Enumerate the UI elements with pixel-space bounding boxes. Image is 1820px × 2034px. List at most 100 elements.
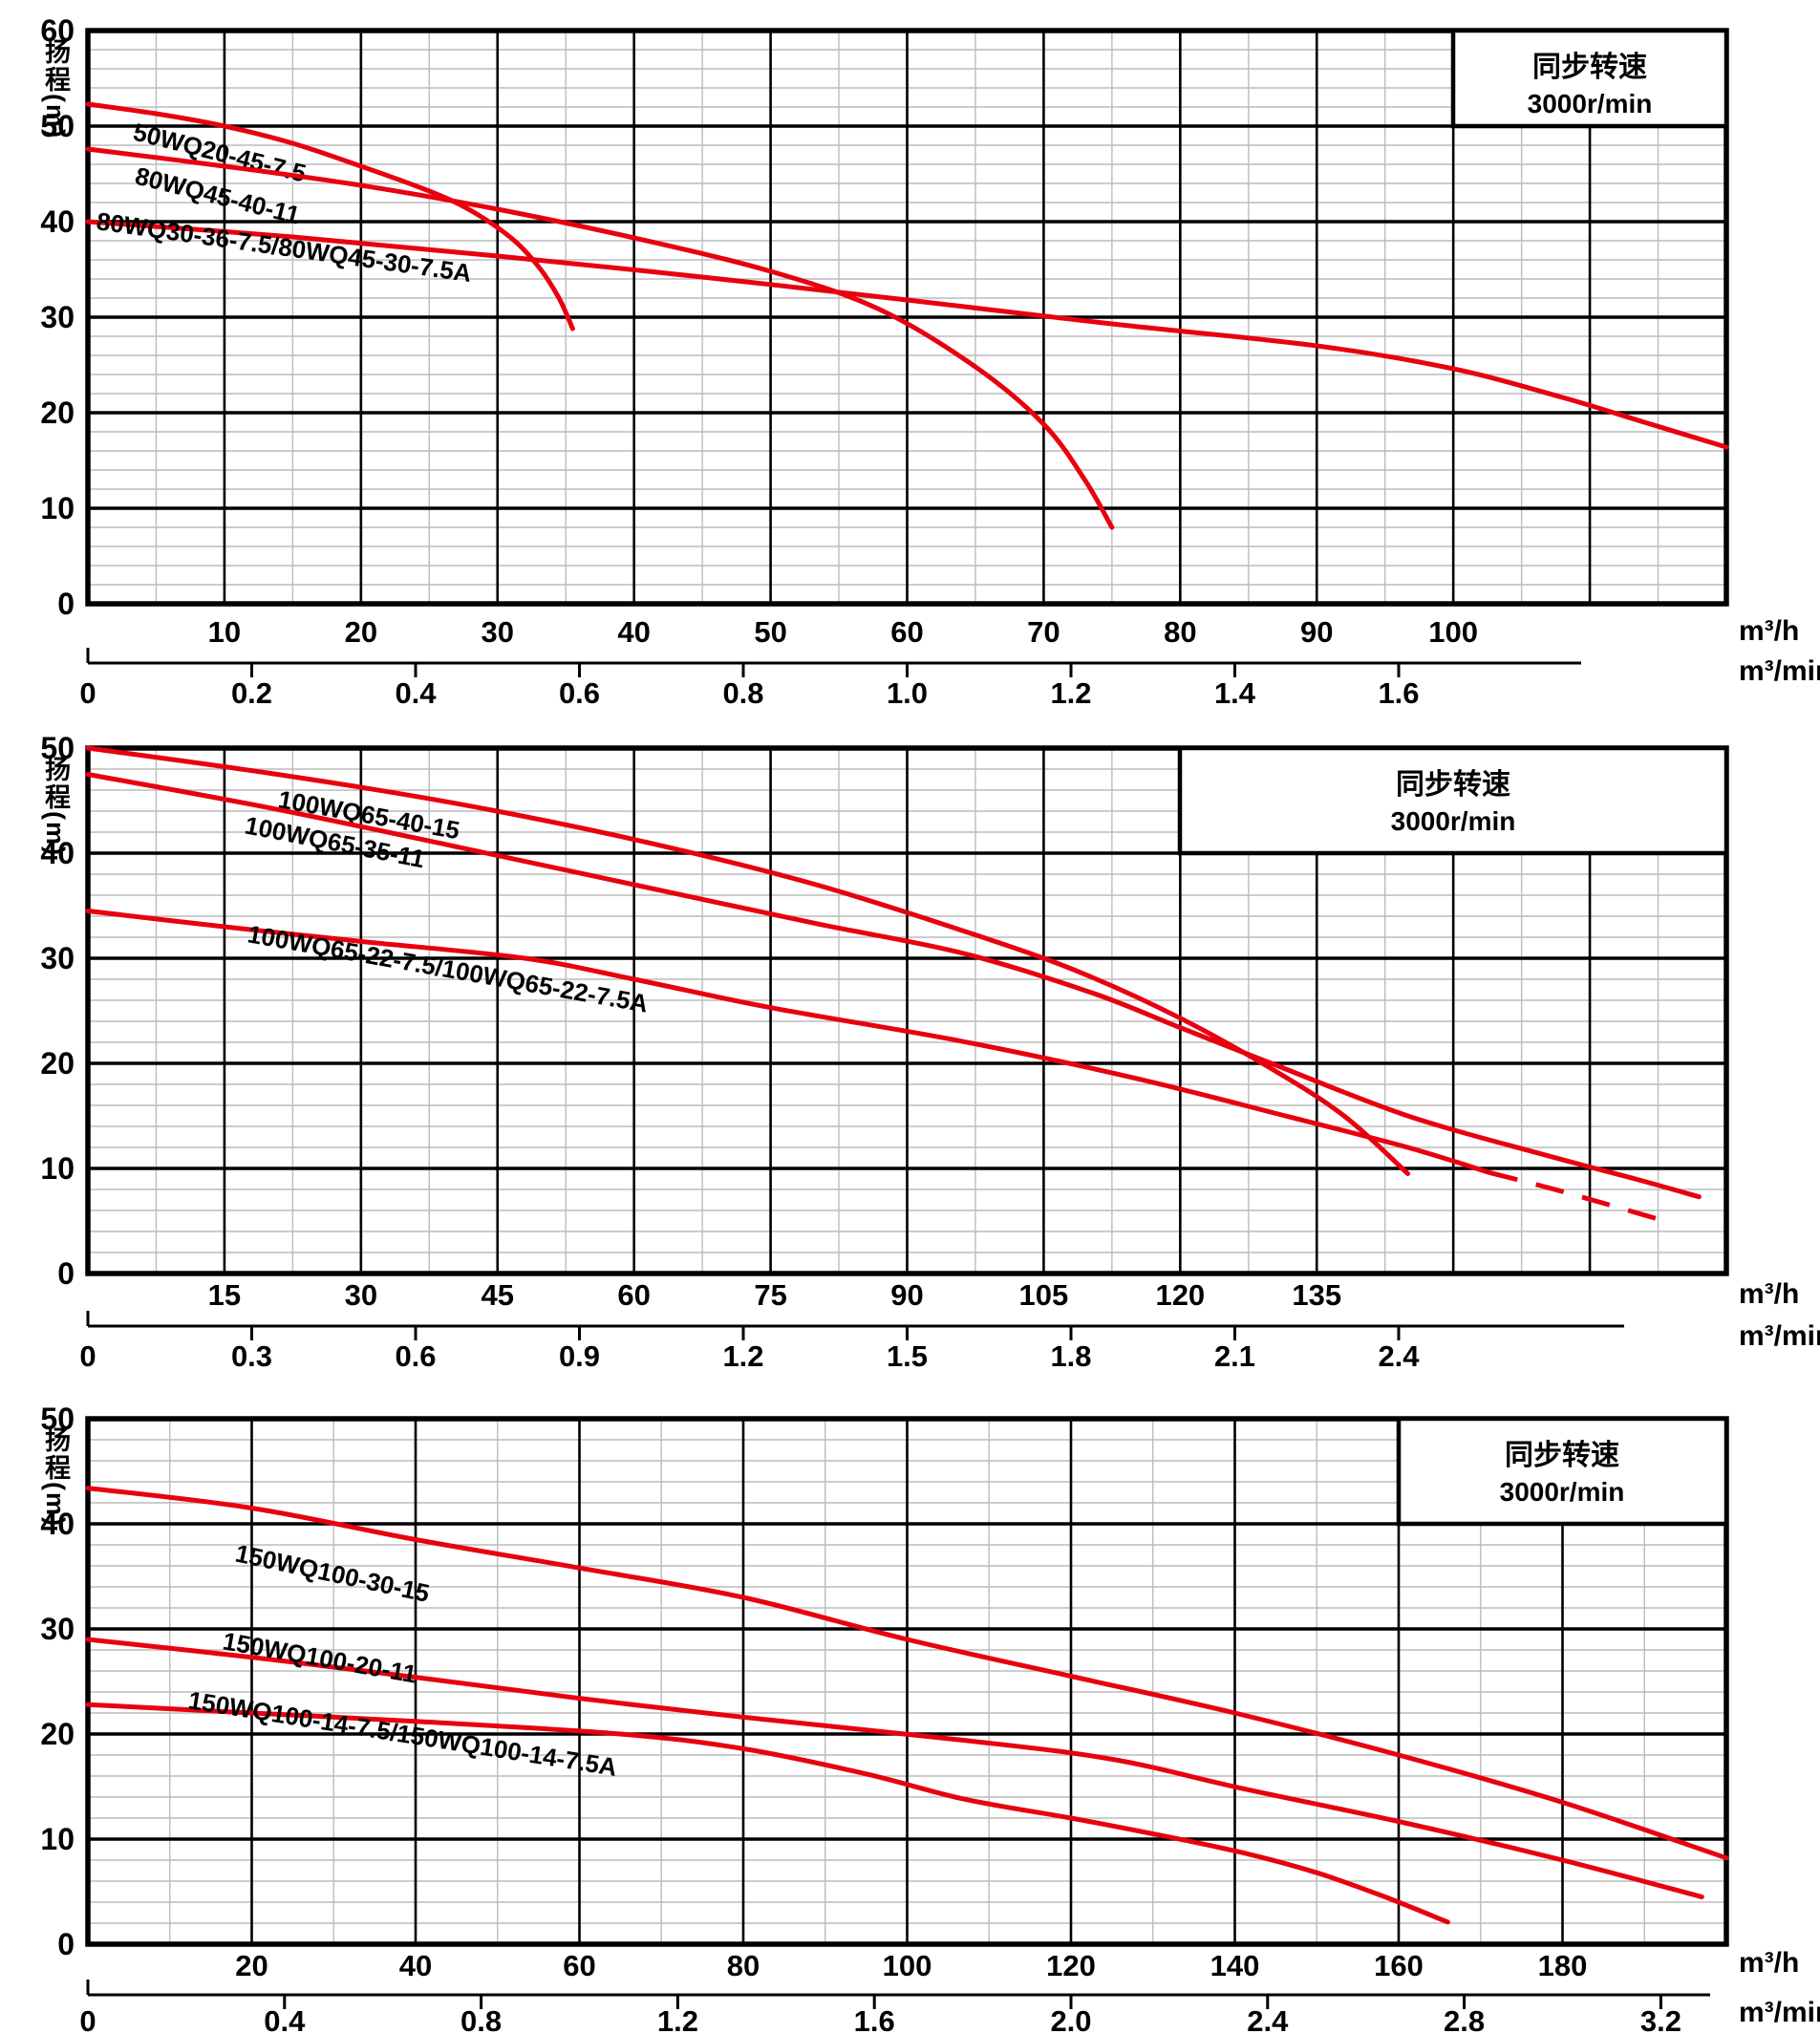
y-tick-label: 30 xyxy=(40,1612,75,1646)
sync-speed-label: 同步转速 xyxy=(1532,52,1647,83)
x-tick-label-m3min: 0.9 xyxy=(559,1339,600,1373)
plot-frame xyxy=(85,745,1729,1276)
x-tick-label-m3min: 0.8 xyxy=(722,676,763,710)
pump-curve-100WQ65-40-15 xyxy=(85,745,1410,1176)
x-tick-label-m3min: 0.6 xyxy=(559,676,600,710)
pump-curve-50WQ20-45-7.5 xyxy=(85,101,575,332)
x-tick-label-m3h: 15 xyxy=(208,1278,241,1312)
x-tick-label-m3min: 1.8 xyxy=(1050,1339,1091,1373)
sync-speed-value: 3000r/min xyxy=(1391,806,1516,836)
chart-middle-100wq65-series: 同步转速3000r/min100WQ65-40-15100WQ65-35-111… xyxy=(40,731,1820,1373)
y-tick-label: 50 xyxy=(40,109,75,143)
chart-bottom-150wq100-series: 同步转速 3000r/min 150WQ100-30-15 150WQ100-20-1… xyxy=(40,1402,1820,2034)
pump-curve-80WQ30-36-7.5/80WQ45-30-7.5A xyxy=(85,219,1729,450)
x-tick-label-m3min: 0.3 xyxy=(231,1339,272,1373)
x-tick-label-m3min: 1.4 xyxy=(1214,676,1256,710)
x-tick-label-m3min: 0.8 xyxy=(460,2004,502,2034)
y-tick-label: 50 xyxy=(40,731,75,765)
x-tick-label-m3h: 80 xyxy=(1164,615,1196,649)
y-tick-label: 30 xyxy=(40,941,75,975)
x-unit-m3min: m³/min xyxy=(1739,1997,1820,2028)
chart-top-50wq-80wq-series: 同步转速3000r/min50WQ20-45-7.580WQ45-40-1180… xyxy=(40,13,1820,710)
x-tick-label-m3min: 0.4 xyxy=(264,2004,306,2034)
x-tick-label-m3h: 135 xyxy=(1292,1278,1341,1312)
x-tick-label-m3min: 0.6 xyxy=(395,1339,436,1373)
y-tick-label: 40 xyxy=(40,836,75,870)
sync-speed-label: 同步转速 xyxy=(1505,1440,1619,1471)
pump-curve-100WQ65-22-7.5/100WQ65-22-7.5A xyxy=(85,909,1492,1175)
sync-speed-box xyxy=(1450,28,1729,129)
x-tick-label-m3min: 2.1 xyxy=(1214,1339,1255,1373)
x-tick-label-m3h: 30 xyxy=(345,1278,377,1312)
pump-curve-150WQ100-30-15 xyxy=(85,1486,1729,1861)
x-unit-m3h: m³/h xyxy=(1739,615,1799,647)
x-unit-m3h: m³/h xyxy=(1739,1278,1799,1310)
x-tick-label-m3h: 90 xyxy=(890,1278,923,1312)
x-tick-label-m3h: 80 xyxy=(727,1949,760,1982)
x-tick-label-m3min: 0 xyxy=(79,2004,96,2034)
x-unit-m3h: m³/h xyxy=(1739,1947,1799,1979)
x-tick-label-m3h: 100 xyxy=(883,1949,932,1982)
x-tick-label-m3min: 1.2 xyxy=(1050,676,1091,710)
y-tick-label: 20 xyxy=(40,1717,75,1751)
m3min-ruler xyxy=(86,648,1581,677)
pump-curve-100WQ65-35-11 xyxy=(85,772,1702,1200)
curve-label: 150WQ100-20-11 xyxy=(221,1626,418,1688)
x-tick-label-m3min: 0 xyxy=(79,676,96,710)
y-tick-label: 0 xyxy=(57,1927,75,1961)
x-tick-label-m3h: 100 xyxy=(1428,615,1478,649)
x-tick-label-m3h: 50 xyxy=(754,615,786,649)
x-tick-label-m3min: 2.0 xyxy=(1050,2004,1091,2034)
y-axis-title: 扬程(m) xyxy=(41,38,71,139)
x-tick-label-m3min: 2.4 xyxy=(1247,2004,1289,2034)
sync-speed-box xyxy=(1396,1416,1729,1527)
y-tick-label: 30 xyxy=(40,300,75,334)
y-tick-label: 40 xyxy=(40,204,75,239)
x-tick-label-m3h: 75 xyxy=(754,1278,786,1312)
x-tick-label-m3h: 40 xyxy=(399,1949,432,1982)
x-tick-label-m3min: 1.2 xyxy=(722,1339,763,1373)
x-tick-label-m3h: 160 xyxy=(1374,1949,1424,1982)
y-tick-label: 20 xyxy=(40,1046,75,1081)
sync-speed-value: 3000r/min xyxy=(1500,1477,1625,1507)
x-tick-label-m3min: 0.2 xyxy=(231,676,272,710)
major-gridlines xyxy=(88,31,1726,604)
x-tick-label-m3min: 1.0 xyxy=(887,676,928,710)
y-tick-label: 40 xyxy=(40,1507,75,1541)
x-tick-label-m3h: 120 xyxy=(1046,1949,1096,1982)
x-tick-label-m3h: 20 xyxy=(345,615,377,649)
y-tick-label: 60 xyxy=(40,13,75,48)
x-unit-m3min: m³/min xyxy=(1739,1320,1820,1352)
x-tick-label-m3h: 60 xyxy=(617,1278,650,1312)
x-tick-label-m3h: 60 xyxy=(563,1949,595,1982)
y-tick-label: 0 xyxy=(57,587,75,621)
y-tick-label: 20 xyxy=(40,396,75,430)
x-tick-label-m3min: 1.2 xyxy=(657,2004,698,2034)
x-tick-label-m3h: 10 xyxy=(208,615,241,649)
x-tick-label-m3min: 2.8 xyxy=(1444,2004,1485,2034)
m3min-ruler xyxy=(86,1980,1710,2009)
sync-speed-box xyxy=(1177,745,1729,856)
x-tick-label-m3min: 1.5 xyxy=(887,1339,928,1373)
plot-frame xyxy=(85,1416,1729,1947)
x-tick-label-m3min: 2.4 xyxy=(1378,1339,1420,1373)
y-tick-label: 10 xyxy=(40,1822,75,1856)
pump-curve-dashed-100WQ65-22-7.5/100WQ65-22-7.5A xyxy=(1488,1169,1673,1226)
x-tick-label-m3h: 70 xyxy=(1027,615,1060,649)
x-unit-m3min: m³/min xyxy=(1739,655,1820,687)
y-tick-label: 50 xyxy=(40,1402,75,1436)
x-tick-label-m3h: 180 xyxy=(1538,1949,1588,1982)
x-tick-label-m3min: 0.4 xyxy=(395,676,437,710)
pump-curve-150WQ100-20-11 xyxy=(85,1637,1704,1899)
sync-speed-value: 3000r/min xyxy=(1528,89,1653,118)
x-tick-label-m3h: 40 xyxy=(617,615,650,649)
x-tick-label-m3h: 140 xyxy=(1210,1949,1260,1982)
pump-curve-80WQ45-40-11 xyxy=(85,146,1115,530)
x-tick-label-m3h: 20 xyxy=(235,1949,268,1982)
sync-speed-label: 同步转速 xyxy=(1396,769,1510,801)
plot-frame xyxy=(85,28,1729,607)
m3min-ruler xyxy=(86,1311,1624,1340)
x-tick-label-m3min: 1.6 xyxy=(854,2004,895,2034)
